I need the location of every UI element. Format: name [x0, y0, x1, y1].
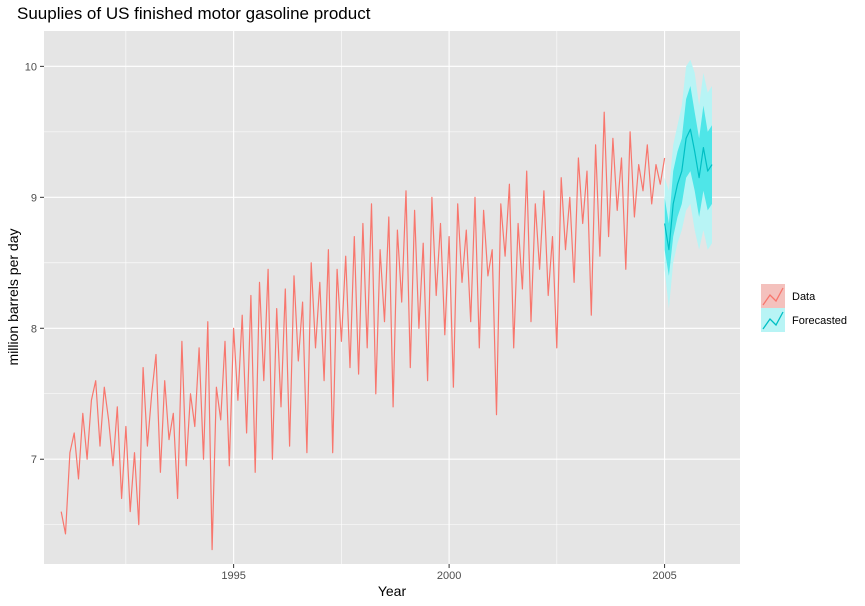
grid-major [44, 31, 740, 564]
legend-key-data [761, 284, 785, 308]
forecast-bands [664, 59, 712, 309]
series-line-forecast [664, 128, 713, 251]
y-tick-label: 8 [31, 323, 37, 335]
x-tick-label: 2005 [652, 570, 676, 582]
x-tick-label: 2000 [437, 570, 461, 582]
series-line-data [60, 111, 666, 551]
forecast-band-95 [664, 59, 712, 309]
forecast-band-80 [664, 86, 712, 276]
legend-key-forecast [761, 308, 785, 332]
y-axis: 7 8 9 10 [25, 61, 44, 466]
grid-minor [44, 31, 740, 564]
legend-line-forecast [762, 311, 784, 330]
x-tick-label: 1995 [221, 570, 245, 582]
chart-title: Suuplies of US finished motor gasoline p… [17, 4, 371, 23]
legend: Data Forecasted [761, 284, 847, 332]
legend-item-forecast: Forecasted [761, 308, 847, 332]
legend-label-data: Data [792, 291, 816, 303]
legend-item-data: Data [761, 284, 816, 308]
series-lines [60, 111, 713, 551]
legend-line-data [762, 287, 784, 306]
legend-label-forecast: Forecasted [792, 315, 847, 327]
x-axis-title: Year [378, 583, 407, 599]
y-axis-title: million barrels per day [5, 229, 21, 366]
x-axis: 1995 2000 2005 [221, 564, 677, 582]
y-tick-label: 7 [31, 454, 37, 466]
plot-panel [44, 31, 740, 564]
y-tick-label: 10 [25, 61, 37, 73]
y-tick-label: 9 [31, 192, 37, 204]
